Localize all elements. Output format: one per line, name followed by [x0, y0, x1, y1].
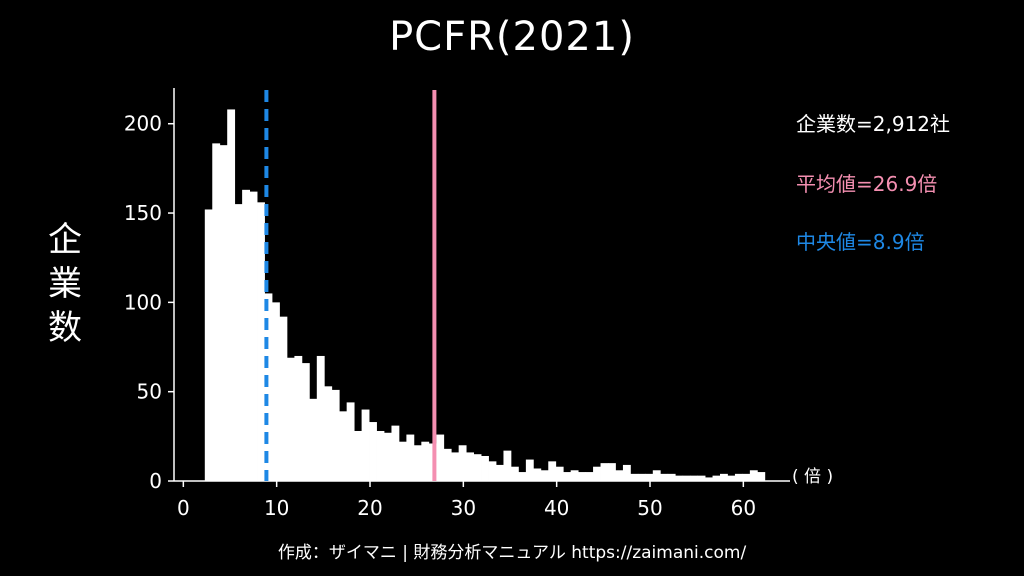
x-tick-label: 40: [544, 496, 569, 520]
histogram-bar: [540, 470, 549, 481]
x-tick-label: 50: [637, 496, 662, 520]
histogram-bar: [286, 357, 295, 481]
histogram-bar: [667, 473, 676, 481]
histogram-bar: [570, 470, 579, 481]
y-tick-label: 0: [149, 469, 162, 493]
histogram-bar: [548, 461, 557, 481]
y-axis-label-char: 企: [48, 220, 82, 260]
histogram-bar: [742, 473, 751, 481]
histogram-bar: [645, 473, 654, 481]
histogram-bar: [734, 473, 743, 481]
histogram-bar: [339, 411, 348, 481]
histogram-bar: [301, 363, 310, 481]
histogram-bar: [533, 468, 542, 481]
histogram-bar: [331, 389, 340, 481]
histogram-bar: [525, 459, 534, 481]
footer-credit: 作成：ザイマニ | 財務分析マニュアル https://zaimani.com/: [277, 543, 747, 563]
histogram-bar: [510, 466, 519, 481]
stat-median: 中央値=8.9倍: [796, 230, 925, 254]
histogram-bar: [749, 470, 758, 481]
chart-title: PCFR(2021): [389, 14, 635, 60]
histogram-bar: [503, 450, 512, 481]
y-axis-label-char: 数: [48, 308, 82, 348]
histogram-bar: [473, 454, 482, 481]
histogram-bar: [496, 464, 504, 481]
histogram-bar: [563, 472, 572, 481]
histogram-bar: [608, 463, 616, 481]
histogram-bar: [398, 441, 407, 481]
x-tick-label: 10: [264, 496, 289, 520]
histogram-bar: [346, 402, 355, 481]
histogram-bar: [257, 202, 265, 481]
histogram-bar: [316, 355, 325, 481]
y-tick-label: 150: [124, 201, 162, 225]
histogram-bar: [324, 386, 333, 481]
histogram-bar: [600, 463, 609, 481]
stat-mean: 平均値=26.9倍: [796, 172, 938, 196]
histogram-bar: [682, 475, 691, 481]
histogram-bar: [518, 472, 527, 481]
histogram-bar: [615, 470, 624, 481]
histogram-bar: [488, 461, 497, 481]
histogram-bar: [384, 432, 392, 481]
x-tick-label: 0: [177, 496, 190, 520]
x-tick-label: 30: [451, 496, 476, 520]
histogram-bar: [279, 316, 288, 481]
histogram-bar: [413, 445, 422, 481]
histogram-bar: [466, 452, 474, 481]
histogram-bar: [272, 302, 280, 481]
histogram-bar: [675, 475, 684, 481]
histogram-bar: [294, 355, 303, 481]
histogram-bar: [361, 409, 370, 481]
histogram-bar: [660, 473, 669, 481]
histogram-bar: [376, 430, 385, 481]
histogram-bar: [555, 466, 564, 481]
y-tick-label: 50: [137, 380, 162, 404]
histogram-bar: [309, 398, 318, 481]
histogram-bar: [585, 472, 594, 481]
histogram-bar: [622, 464, 631, 481]
x-axis-unit: ( 倍 ): [792, 467, 834, 487]
histogram-bar: [264, 293, 273, 481]
histogram-bar: [630, 473, 639, 481]
histogram-bar: [458, 445, 467, 481]
y-axis-label: 企業数: [40, 218, 90, 350]
y-axis-label-char: 業: [48, 264, 82, 304]
histogram-bar: [578, 472, 586, 481]
stat-company-count: 企業数=2,912社: [796, 112, 951, 136]
x-tick-label: 20: [357, 496, 382, 520]
histogram-bar: [705, 477, 713, 481]
histogram-bar: [712, 475, 721, 481]
histogram-bar: [690, 475, 698, 481]
histogram-bar: [727, 475, 736, 481]
histogram-bar: [227, 109, 236, 481]
histogram-bar: [369, 422, 377, 481]
histogram-bar: [720, 473, 728, 481]
histogram-bar: [204, 209, 213, 482]
y-tick-label: 200: [124, 112, 162, 136]
histogram-bar: [421, 441, 430, 481]
histogram-bar: [757, 472, 766, 481]
y-tick-label: 100: [124, 290, 162, 314]
histogram-bar: [354, 430, 362, 481]
histogram-bar: [242, 189, 250, 481]
histogram-bar: [212, 143, 221, 482]
histogram-bar: [652, 470, 661, 481]
histogram-bar: [249, 191, 258, 482]
histogram-bar: [481, 455, 489, 481]
x-tick-label: 60: [731, 496, 756, 520]
histogram-bar: [451, 452, 460, 481]
histogram-bar: [697, 475, 706, 481]
histogram-bar: [234, 204, 243, 481]
histogram-bar: [593, 466, 601, 481]
histogram-bar: [219, 145, 228, 481]
histogram-bar: [637, 473, 646, 481]
histogram-bar: [443, 448, 452, 481]
histogram-bar: [436, 434, 445, 481]
histogram-bar: [391, 425, 400, 481]
histogram-bar: [406, 434, 415, 481]
